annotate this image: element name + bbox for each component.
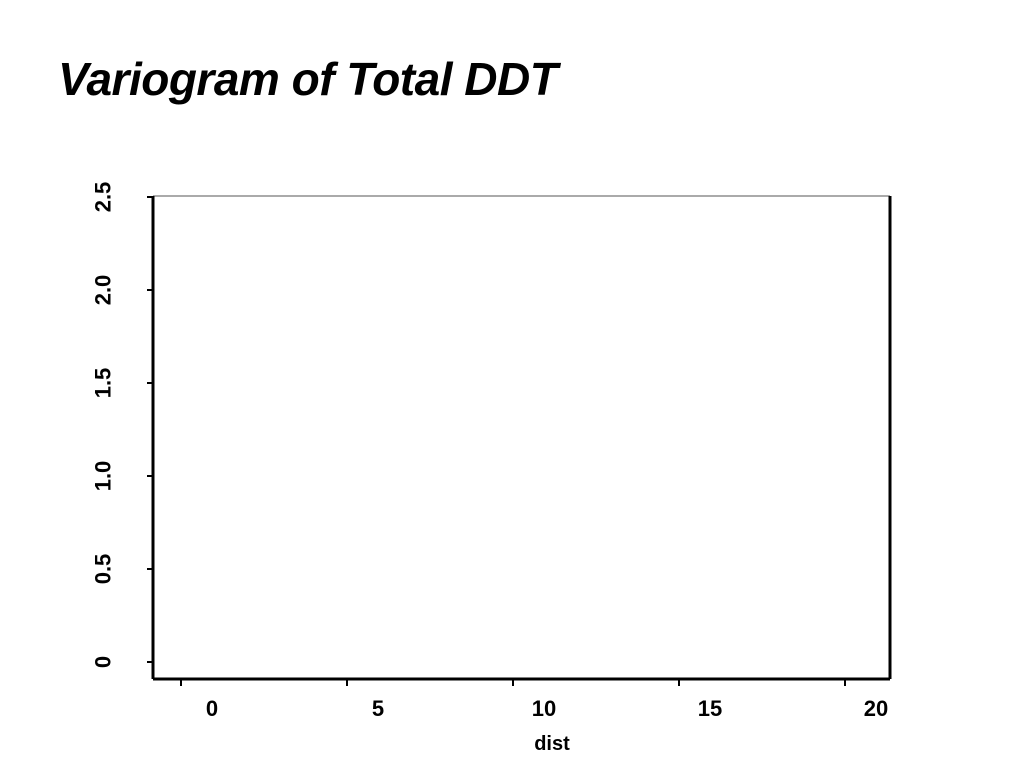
x-tick-label: 20 xyxy=(864,696,888,721)
y-tick-label: 0.5 xyxy=(91,554,116,585)
plot-frame xyxy=(151,195,892,681)
x-tick-label: 0 xyxy=(206,696,218,721)
y-tick-label: 2.0 xyxy=(91,275,116,306)
y-tick-label: 0 xyxy=(91,656,116,668)
slide-title: Variogram of Total DDT xyxy=(58,53,558,105)
x-axis-title: dist xyxy=(534,733,570,755)
x-tick-label: 15 xyxy=(698,696,722,721)
y-axis-ticks: 0 0.5 1.0 1.5 2.0 2.5 xyxy=(91,182,153,668)
x-tick-label: 10 xyxy=(532,696,556,721)
x-tick-label: 5 xyxy=(372,696,384,721)
y-tick-label: 1.0 xyxy=(91,461,116,492)
x-axis-ticks: 0 5 10 15 20 xyxy=(180,679,888,721)
y-tick-label: 2.5 xyxy=(91,182,116,213)
y-tick-label: 1.5 xyxy=(91,368,116,399)
